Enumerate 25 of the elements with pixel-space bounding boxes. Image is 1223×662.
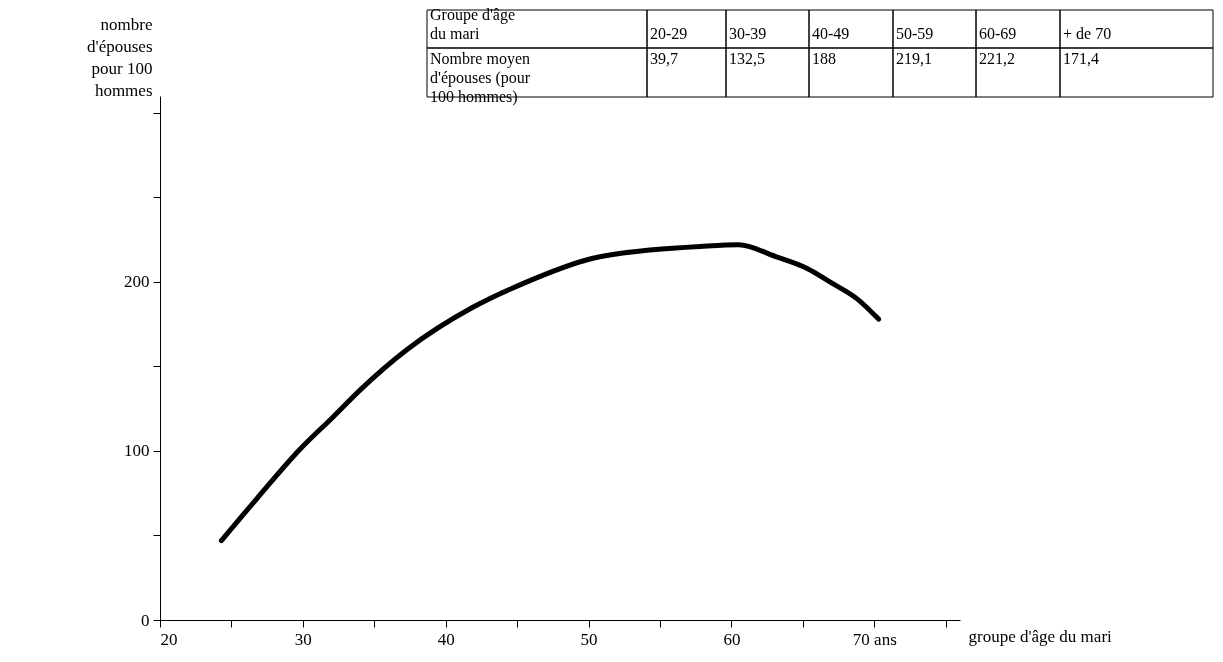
text: 20-29	[650, 25, 688, 42]
text: 60-69	[979, 25, 1017, 42]
y-tick-label: 100	[124, 441, 150, 461]
text: Groupe d'âge du mari	[430, 6, 516, 42]
text: 40-49	[812, 25, 850, 42]
x-tick-label: 60	[723, 629, 741, 649]
text: 39,7	[650, 50, 678, 67]
text: 30-39	[729, 25, 767, 42]
x-axis-title: groupe d'âge du mari	[968, 626, 1113, 646]
x-tick-label: 70 ans	[852, 629, 897, 649]
text: 188	[812, 50, 836, 67]
x-tick-label: 50	[580, 629, 598, 649]
text: 50-59	[896, 25, 934, 42]
x-tick-label: 40	[437, 629, 455, 649]
x-tick-label: 30	[294, 629, 312, 649]
y-axis-title: nombre d'épouses pour 100 hommes	[87, 14, 153, 100]
text: + de 70	[1063, 25, 1112, 42]
text: 171,4	[1063, 50, 1099, 67]
y-tick-label: 200	[124, 272, 150, 292]
x-tick-label: 20	[160, 629, 178, 649]
text: 219,1	[896, 50, 932, 67]
text: 221,2	[979, 50, 1015, 67]
annotation: Nombre moyen d'épouses (pour 100 hommes)	[430, 50, 531, 106]
text: 132,5	[729, 50, 765, 67]
y-tick-label: 0	[141, 610, 150, 630]
